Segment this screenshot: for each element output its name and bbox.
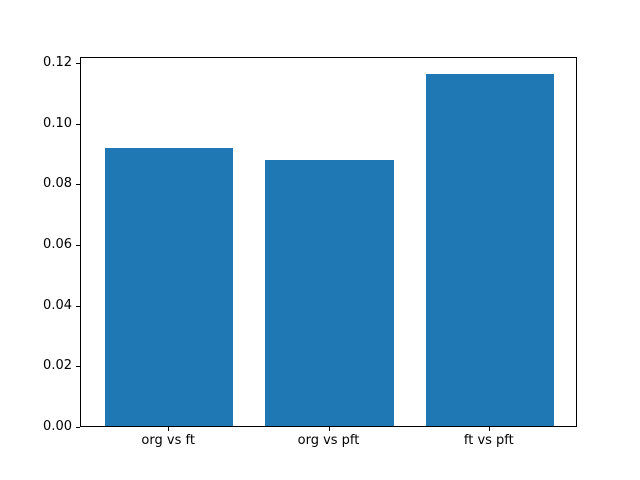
x-tick-mark	[328, 427, 330, 431]
y-tick-mark	[76, 245, 80, 247]
y-tick-label: 0.08	[43, 176, 72, 192]
bar-ft-vs-pft	[425, 73, 554, 426]
y-tick-label: 0.06	[43, 237, 72, 253]
y-tick-mark	[76, 366, 80, 368]
bar-org-vs-ft	[105, 148, 234, 426]
x-tick-mark	[168, 427, 170, 431]
y-tick-mark	[76, 427, 80, 428]
y-tick-mark	[76, 305, 80, 307]
y-tick-mark	[76, 123, 80, 125]
plot-area	[80, 57, 577, 427]
x-tick-label: ft vs pft	[463, 433, 514, 448]
y-tick-label: 0.00	[43, 419, 72, 434]
y-tick-label: 0.12	[43, 55, 72, 71]
bar-org-vs-pft	[265, 160, 394, 426]
y-tick-label: 0.04	[43, 297, 72, 313]
y-tick-label: 0.10	[43, 115, 72, 131]
y-tick-mark	[76, 63, 80, 65]
x-tick-label: org vs pft	[297, 433, 360, 448]
y-tick-label: 0.02	[43, 358, 72, 374]
x-tick-mark	[488, 427, 490, 431]
x-tick-label: org vs ft	[141, 433, 195, 448]
y-tick-mark	[76, 184, 80, 186]
